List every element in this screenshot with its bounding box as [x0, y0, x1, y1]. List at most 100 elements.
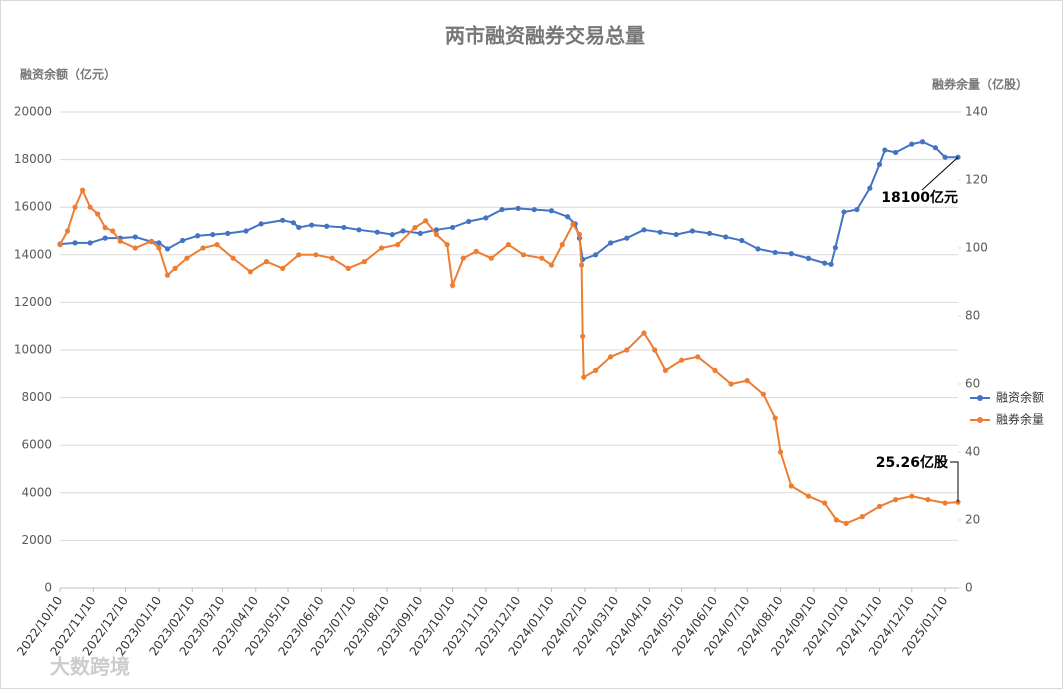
data-point: [679, 357, 685, 363]
data-point: [854, 206, 860, 213]
data-point: [909, 493, 915, 499]
data-point: [95, 211, 101, 217]
data-point: [356, 227, 362, 233]
data-point: [449, 224, 456, 231]
data-point: [172, 265, 178, 271]
data-point: [148, 238, 155, 244]
data-point: [788, 483, 794, 489]
data-point: [592, 252, 599, 258]
y-tick-label: 2000: [21, 533, 52, 547]
data-point: [805, 493, 812, 499]
data-point: [739, 237, 745, 244]
data-point: [64, 228, 71, 234]
data-point: [548, 262, 555, 268]
data-point: [876, 161, 883, 167]
data-point: [505, 242, 512, 248]
data-point: [559, 242, 565, 248]
y-tick-label: 6000: [21, 438, 52, 452]
data-point: [473, 248, 479, 254]
data-point: [662, 367, 669, 373]
data-point: [57, 242, 63, 248]
data-point: [72, 204, 78, 210]
data-point: [258, 221, 264, 227]
data-point: [624, 347, 630, 353]
y2-axis-label: 融券余量（亿股）: [932, 77, 1028, 92]
data-point: [329, 255, 335, 261]
data-point: [164, 246, 171, 252]
data-point: [87, 240, 93, 246]
y2-tick-label: 20: [965, 513, 980, 527]
y-tick-label: 4000: [21, 485, 52, 499]
data-point: [72, 240, 78, 246]
data-point: [876, 503, 883, 509]
legend-marker: [977, 417, 983, 423]
data-point: [641, 227, 647, 233]
data-point: [942, 154, 948, 160]
data-point: [417, 230, 423, 236]
legend-label: 融券余量: [996, 412, 1044, 427]
data-point: [570, 221, 576, 227]
data-point: [210, 231, 216, 238]
data-point: [706, 230, 713, 236]
data-point: [110, 228, 116, 234]
data-point: [772, 415, 778, 421]
data-point: [132, 245, 138, 251]
data-point: [578, 262, 585, 268]
data-point: [460, 255, 466, 261]
data-point: [822, 260, 828, 266]
y-tick-label: 16000: [14, 200, 52, 214]
y-tick-label: 14000: [14, 247, 52, 261]
data-point: [247, 269, 253, 275]
y2-tick-label: 100: [965, 241, 988, 255]
data-point: [859, 514, 865, 520]
data-point: [290, 220, 296, 226]
series-line: [59, 187, 959, 525]
y2-tick-label: 120: [965, 173, 988, 187]
data-point: [760, 391, 766, 397]
data-point: [539, 255, 545, 261]
data-point: [488, 255, 494, 261]
data-point: [531, 206, 537, 213]
data-point: [608, 240, 614, 246]
data-point: [893, 497, 899, 503]
data-point: [652, 347, 658, 353]
data-point: [79, 187, 86, 193]
y2-tick-label: 0: [965, 581, 973, 595]
data-point: [433, 231, 440, 237]
data-point: [412, 225, 418, 231]
y-tick-label: 18000: [14, 152, 52, 166]
data-point: [723, 234, 729, 240]
data-point: [520, 252, 527, 258]
data-point: [102, 235, 108, 241]
data-point: [624, 235, 630, 241]
data-point: [833, 517, 840, 523]
data-point: [341, 224, 347, 231]
data-point: [132, 234, 138, 240]
annotation-leader: [921, 156, 959, 191]
data-point: [919, 139, 926, 145]
data-point: [156, 240, 162, 246]
data-point: [608, 354, 614, 360]
data-point: [805, 255, 812, 261]
y2-tick-label: 60: [965, 377, 980, 391]
data-point: [483, 215, 489, 221]
data-point: [378, 245, 385, 251]
data-point: [444, 242, 450, 248]
watermark: 大数跨境: [50, 655, 130, 679]
data-point: [87, 204, 93, 210]
data-point: [755, 246, 761, 252]
data-point: [395, 242, 401, 248]
data-point: [942, 500, 948, 506]
data-point: [580, 333, 586, 339]
data-point: [777, 449, 784, 455]
data-point: [867, 185, 873, 191]
y-tick-label: 8000: [21, 390, 52, 404]
data-point: [657, 229, 663, 235]
data-point: [515, 205, 521, 211]
data-point: [117, 238, 123, 244]
data-point: [788, 251, 794, 257]
data-point: [744, 378, 750, 384]
data-point: [449, 282, 456, 288]
